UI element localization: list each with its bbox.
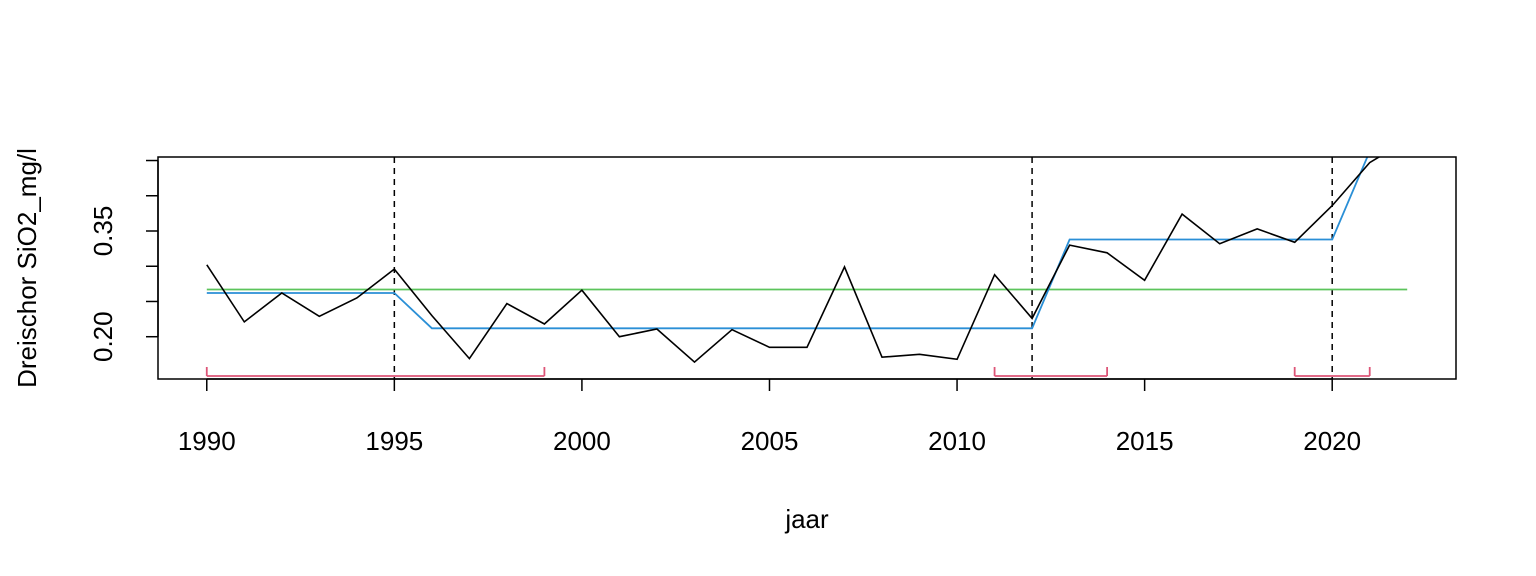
x-tick-label: 1990 (178, 426, 236, 456)
x-tick-label: 2020 (1303, 426, 1361, 456)
plot-marks (205, 157, 1408, 379)
x-tick-label: 2010 (928, 426, 986, 456)
y-tick-label: 0.35 (88, 206, 118, 257)
confidence-interval-3 (1293, 367, 1371, 377)
y-tick-label: 0.20 (88, 311, 118, 362)
confidence-interval-2 (993, 367, 1109, 377)
x-tick-label: 2015 (1116, 426, 1174, 456)
y-axis-label: Dreischor SiO2_mg/l (12, 148, 42, 388)
axes: 1990 1995 2000 2005 2010 2015 2020 0.20 0.35 (88, 159, 1361, 456)
x-tick-label: 1995 (365, 426, 423, 456)
confidence-interval-1 (205, 367, 546, 377)
x-axis-label: jaar (784, 504, 829, 534)
series-line-segmented-fit (206, 157, 1369, 330)
series-line-observed (206, 157, 1381, 364)
x-tick-label: 2005 (741, 426, 799, 456)
x-tick-label: 2000 (553, 426, 611, 456)
